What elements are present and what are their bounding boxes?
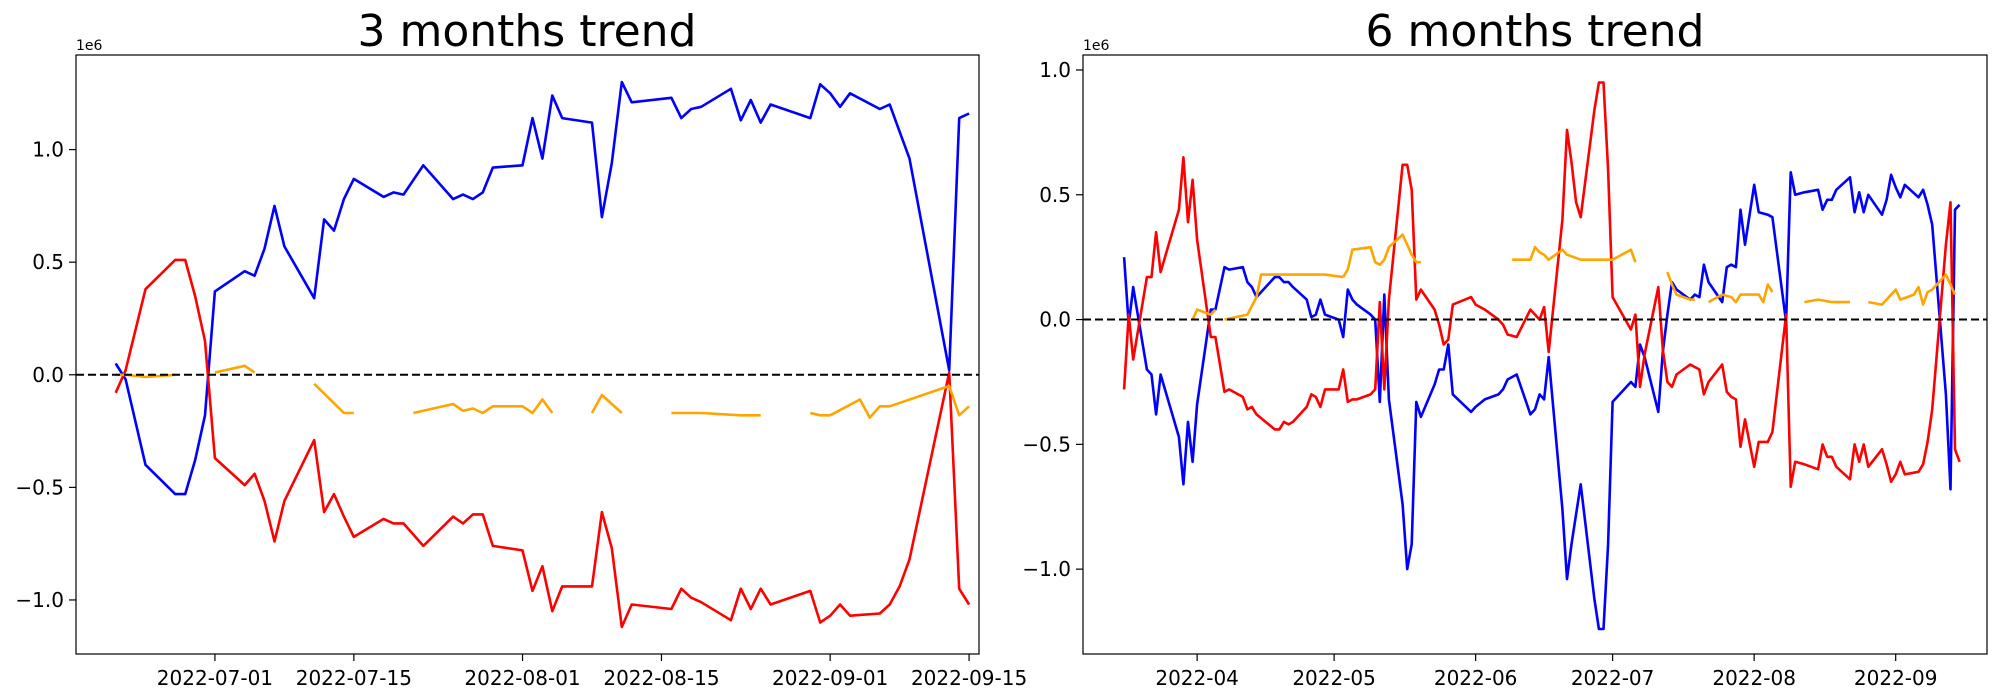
x-tick-label: 2022-04 [1155, 666, 1239, 690]
y-offset-label: 1e6 [76, 38, 103, 54]
y-tick-label: −1.0 [15, 588, 64, 612]
y-tick-label: 0.5 [1039, 183, 1071, 207]
chart-title: 3 months trend [358, 6, 697, 57]
x-tick-label: 2022-09-01 [772, 666, 888, 690]
x-tick-label: 2022-08-15 [603, 666, 719, 690]
series-line-2 [115, 364, 970, 419]
series-line-0 [1122, 171, 1961, 631]
chart-3-months: 3 months trend 1e6 2022-07-01 2022-07-15 2… [15, 6, 1027, 690]
series-line-1 [1122, 81, 1961, 489]
chart-6-months: 6 months trend 1e6 2022-04 2022-05 2022-06… [1022, 6, 1988, 690]
series-group [114, 80, 971, 629]
x-tick-label: 2022-09-15 [911, 666, 1027, 690]
x-tick-label: 2022-07-15 [296, 666, 412, 690]
x-tick-label: 2022-08 [1712, 666, 1796, 690]
x-tick-label: 2022-07 [1571, 666, 1655, 690]
plot-frame [1082, 54, 1988, 655]
y-tick-label: −0.5 [15, 475, 64, 499]
series-group [1122, 81, 1961, 631]
x-tick-label: 2022-05 [1292, 666, 1376, 690]
y-tick-label: 1.0 [1039, 58, 1071, 82]
series-line-2 [1191, 233, 1957, 321]
x-tick-label: 2022-07-01 [157, 666, 273, 690]
y-tick-label: 0.0 [32, 363, 64, 387]
y-tick-label: 0.5 [32, 250, 64, 274]
y-tick-label: 1.0 [32, 138, 64, 162]
chart-title: 6 months trend [1366, 6, 1705, 57]
series-line-1 [114, 258, 971, 629]
series-line-0 [114, 80, 970, 496]
y-tick-label: 0.0 [1039, 308, 1071, 332]
y-tick-label: −0.5 [1022, 432, 1071, 456]
plot-frame [75, 54, 980, 655]
x-tick-label: 2022-09 [1854, 666, 1938, 690]
y-tick-label: −1.0 [1022, 557, 1071, 581]
y-offset-label: 1e6 [1083, 38, 1110, 54]
x-tick-label: 2022-06 [1434, 666, 1518, 690]
x-tick-label: 2022-08-01 [464, 666, 580, 690]
